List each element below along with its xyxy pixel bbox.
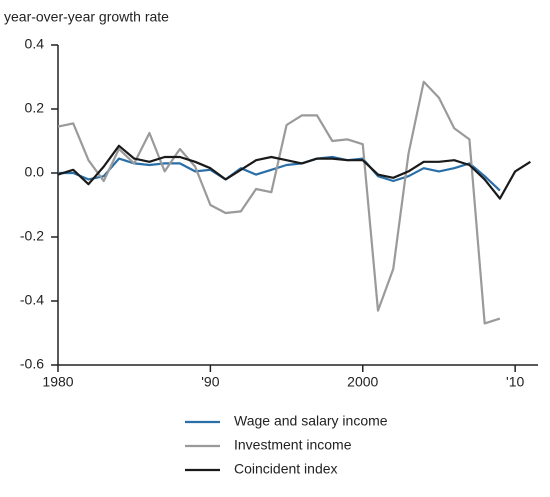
x-tick-label: '10 (506, 374, 524, 390)
y-axis-label: year-over-year growth rate (4, 9, 169, 25)
y-tick-label: -0.4 (20, 292, 44, 308)
legend-label: Coincident index (234, 461, 338, 477)
legend-label: Investment income (234, 437, 352, 453)
y-tick-label: 0.4 (25, 36, 45, 52)
legend-label: Wage and salary income (234, 413, 388, 429)
x-tick-label: 1980 (42, 374, 73, 390)
y-tick-label: -0.2 (20, 228, 44, 244)
series-line (58, 155, 501, 192)
x-tick-label: 2000 (347, 374, 378, 390)
series-line (57, 80, 501, 325)
series-line (57, 144, 531, 200)
y-tick-label: 0.2 (25, 100, 45, 116)
y-tick-label: -0.6 (20, 356, 44, 372)
x-tick-label: '90 (201, 374, 219, 390)
y-tick-label: 0.0 (25, 164, 45, 180)
